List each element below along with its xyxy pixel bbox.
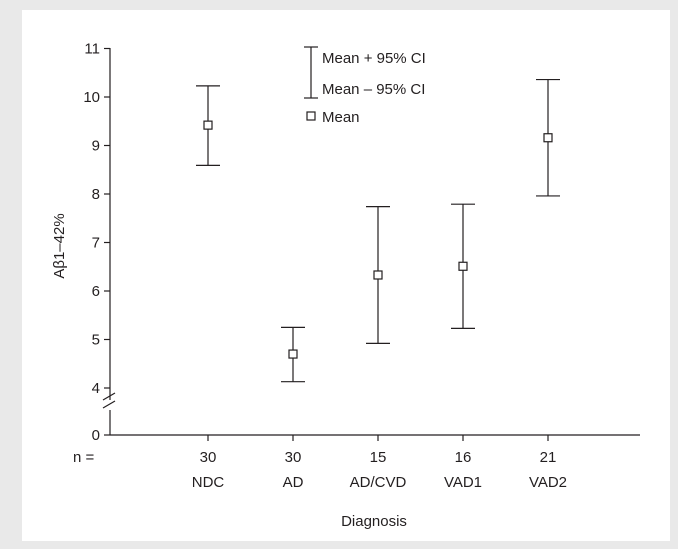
chart-panel: 0 4 5 6 7 8 9 10 11 30 NDC 30 AD 15 AD/CVD 16 VAD1 21 VAD… — [22, 10, 670, 541]
n-label: n = — [73, 449, 95, 466]
category-label-ad: AD — [283, 474, 304, 491]
n-value-ad: 30 — [285, 449, 302, 466]
y-tick-label-8: 8 — [92, 186, 100, 203]
y-tick-label-10: 10 — [83, 89, 100, 106]
category-label-ad-cvd: AD/CVD — [350, 474, 407, 491]
mean-marker-vad2 — [543, 133, 553, 143]
data-groups — [196, 78, 560, 383]
mean-marker-ad — [288, 349, 298, 359]
n-value-ndc: 30 — [200, 449, 217, 466]
y-axis-label: Aβ1–42% — [51, 213, 68, 278]
category-label-vad1: VAD1 — [444, 474, 482, 491]
legend-lower-ci: Mean – 95% CI — [322, 81, 425, 98]
error-bar-ad-cvd — [366, 206, 390, 344]
n-value-vad2: 21 — [540, 449, 557, 466]
legend-mean: Mean — [322, 109, 360, 126]
mean-marker-ad-cvd — [373, 270, 383, 280]
legend-ci-symbol — [304, 46, 318, 99]
category-label-ndc: NDC — [192, 474, 225, 491]
y-axis-ticks: 0 4 5 6 7 8 9 10 11 — [83, 41, 110, 444]
n-value-ad-cvd: 15 — [370, 449, 387, 466]
error-bar-ad — [281, 326, 305, 383]
legend-upper-ci: Mean + 95% CI — [322, 50, 426, 67]
error-bar-ndc — [196, 85, 220, 166]
y-tick-label-4: 4 — [92, 380, 100, 397]
mean-marker-vad1 — [458, 261, 468, 271]
category-label-vad2: VAD2 — [529, 474, 567, 491]
mean-marker-ndc — [203, 120, 213, 130]
y-tick-label-11: 11 — [84, 41, 100, 58]
x-axis-ticks: 30 NDC 30 AD 15 AD/CVD 16 VAD1 21 VAD2 — [192, 435, 567, 491]
y-tick-label-9: 9 — [92, 138, 100, 155]
n-value-vad1: 16 — [455, 449, 472, 466]
error-bar-vad2 — [536, 78, 560, 197]
y-tick-label-5: 5 — [92, 332, 100, 349]
error-bar-chart: 0 4 5 6 7 8 9 10 11 30 NDC 30 AD 15 AD/CVD 16 VAD1 21 VAD… — [51, 41, 640, 530]
axis-break-mark — [102, 392, 116, 409]
y-tick-label-7: 7 — [92, 235, 100, 252]
legend: Mean + 95% CI Mean – 95% CI Mean — [304, 46, 426, 126]
x-axis-label: Diagnosis — [341, 513, 407, 530]
y-tick-label-0: 0 — [92, 427, 100, 444]
y-tick-label-6: 6 — [92, 283, 100, 300]
error-bar-vad1 — [451, 203, 475, 329]
legend-mean-marker — [306, 111, 316, 121]
